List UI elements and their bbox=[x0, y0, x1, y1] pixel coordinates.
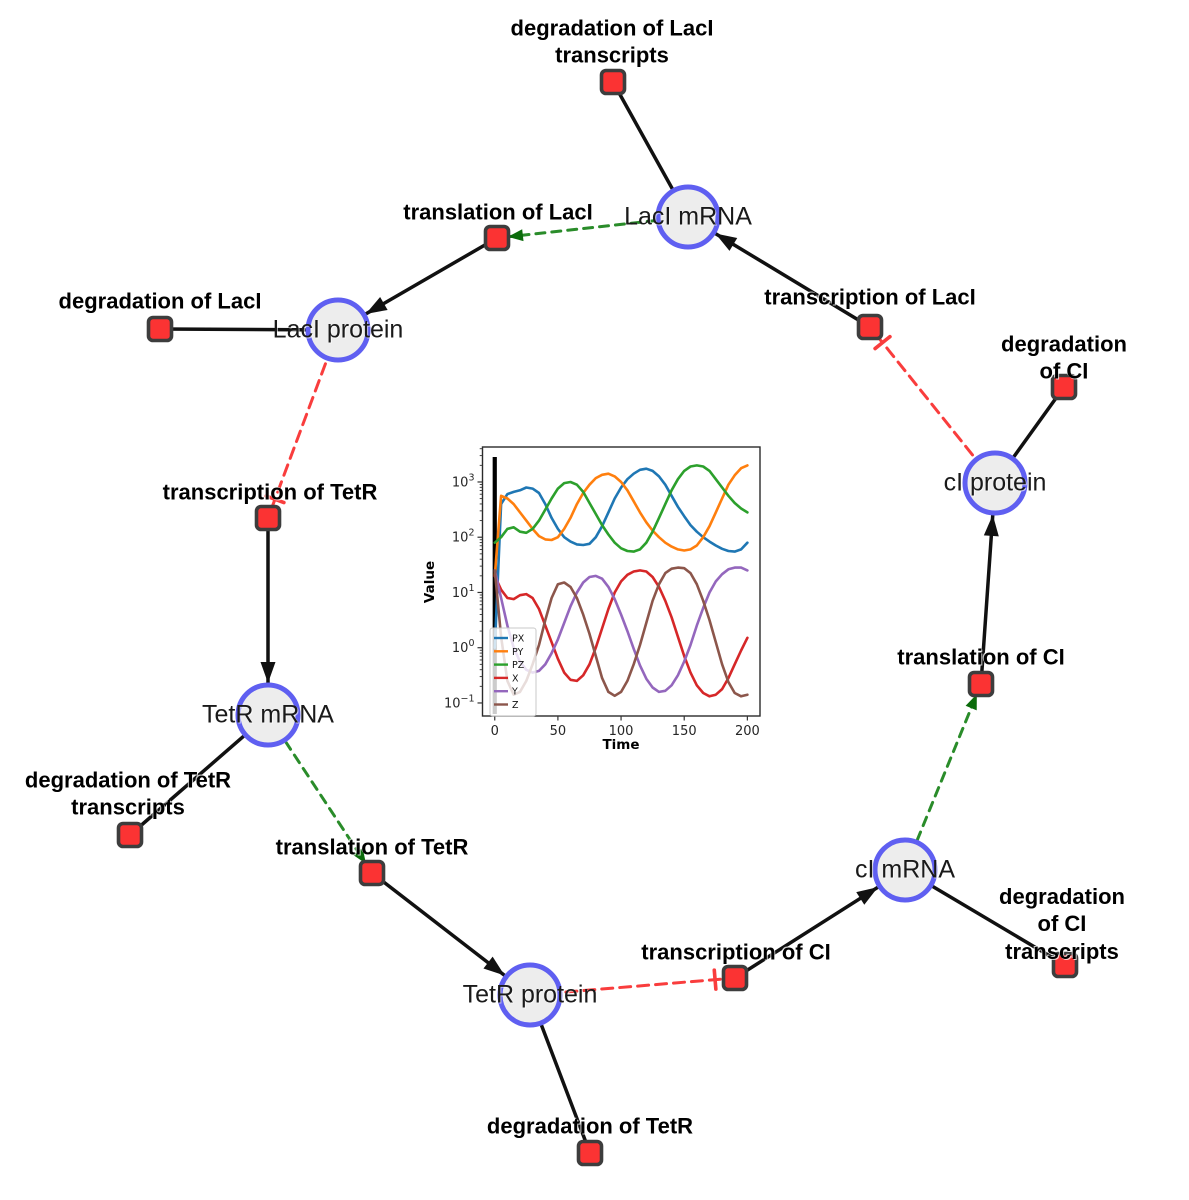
reaction-node-deg-laci-transcripts[interactable] bbox=[599, 68, 627, 96]
inhibition-tee-transcription-ci bbox=[712, 968, 718, 991]
x-axis-label: Time bbox=[602, 737, 639, 753]
y-tick-label: 103 bbox=[452, 472, 475, 490]
edge-inhibition-tetr-protein-to-transcription-ci bbox=[528, 976, 737, 997]
series-PY bbox=[493, 464, 749, 578]
series-Y bbox=[493, 566, 749, 694]
reaction-node-transcription-laci[interactable] bbox=[856, 313, 884, 341]
edge-heads-layer bbox=[260, 229, 999, 991]
legend-label-Y: Y bbox=[511, 687, 518, 698]
edge-activation-ci-mrna-to-translation-ci bbox=[903, 682, 983, 872]
series-Z bbox=[493, 566, 749, 698]
legend-label-Z: Z bbox=[512, 700, 519, 711]
series-X bbox=[493, 569, 749, 698]
species-node-ci-protein[interactable] bbox=[962, 450, 1028, 516]
species-node-tetr-protein[interactable] bbox=[497, 962, 563, 1028]
inhibition-tee-transcription-tetr bbox=[264, 494, 286, 505]
x-tick-label: 0 bbox=[491, 724, 499, 739]
arrowhead-translation-ci bbox=[965, 694, 977, 711]
arrowhead-laci-protein bbox=[365, 296, 388, 314]
species-node-laci-mrna[interactable] bbox=[655, 184, 721, 250]
legend-label-X: X bbox=[512, 673, 519, 684]
reaction-node-degradation-ci[interactable] bbox=[1050, 373, 1078, 401]
y-tick-label: 101 bbox=[452, 583, 475, 601]
edge-inhibition-laci-protein-to-transcription-tetr bbox=[266, 328, 340, 520]
arrowhead-ci-mrna bbox=[856, 887, 878, 905]
reaction-node-translation-ci[interactable] bbox=[967, 670, 995, 698]
x-tick-label: 100 bbox=[609, 724, 634, 739]
reaction-node-transcription-tetr[interactable] bbox=[254, 504, 282, 532]
reaction-node-translation-tetr[interactable] bbox=[358, 859, 386, 887]
chart-legend: PX PY PZ XYZ bbox=[489, 627, 537, 717]
x-tick-label: 150 bbox=[672, 724, 697, 739]
reaction-node-degradation-laci[interactable] bbox=[146, 315, 174, 343]
legend-label-PY: PY bbox=[512, 647, 524, 658]
reaction-node-translation-laci[interactable] bbox=[483, 224, 511, 252]
nodes-layer bbox=[116, 68, 1079, 1167]
reaction-node-transcription-ci[interactable] bbox=[721, 964, 749, 992]
arrowhead-translation-laci bbox=[507, 229, 524, 242]
series-PX bbox=[493, 467, 749, 649]
legend-label-PX: PX bbox=[512, 634, 525, 645]
reaction-node-deg-ci-transcripts[interactable] bbox=[1051, 951, 1079, 979]
arrowhead-tetr-protein bbox=[483, 956, 505, 976]
x-tick-label: 50 bbox=[550, 724, 567, 739]
reaction-node-deg-tetr-transcripts[interactable] bbox=[116, 821, 144, 849]
species-node-ci-mrna[interactable] bbox=[872, 837, 938, 903]
legend-box bbox=[489, 627, 537, 717]
inset-chart: 0 50 100 150 200 10−1 100 101 102 103 PX PY PZ XYZ T… bbox=[422, 446, 761, 753]
y-tick-label: 102 bbox=[452, 528, 475, 546]
reaction-node-degradation-tetr[interactable] bbox=[576, 1139, 604, 1167]
inhibition-tee-transcription-laci bbox=[873, 334, 892, 351]
x-tick-label: 200 bbox=[735, 724, 760, 739]
y-axis-label: Value bbox=[422, 561, 438, 603]
arrowhead-tetr-mrna bbox=[260, 662, 276, 683]
y-tick-label: 100 bbox=[452, 638, 475, 656]
series-PZ bbox=[493, 464, 749, 553]
legend-label-PZ: PZ bbox=[512, 660, 525, 671]
arrowhead-translation-tetr bbox=[352, 847, 366, 864]
species-node-laci-protein[interactable] bbox=[305, 297, 371, 363]
arrowhead-laci-mrna bbox=[715, 233, 738, 251]
arrowhead-ci-protein bbox=[983, 514, 999, 537]
edge-inhibition-ci-protein-to-transcription-laci bbox=[868, 325, 997, 485]
y-tick-label: 10−1 bbox=[444, 693, 475, 711]
species-node-tetr-mrna[interactable] bbox=[235, 682, 301, 748]
